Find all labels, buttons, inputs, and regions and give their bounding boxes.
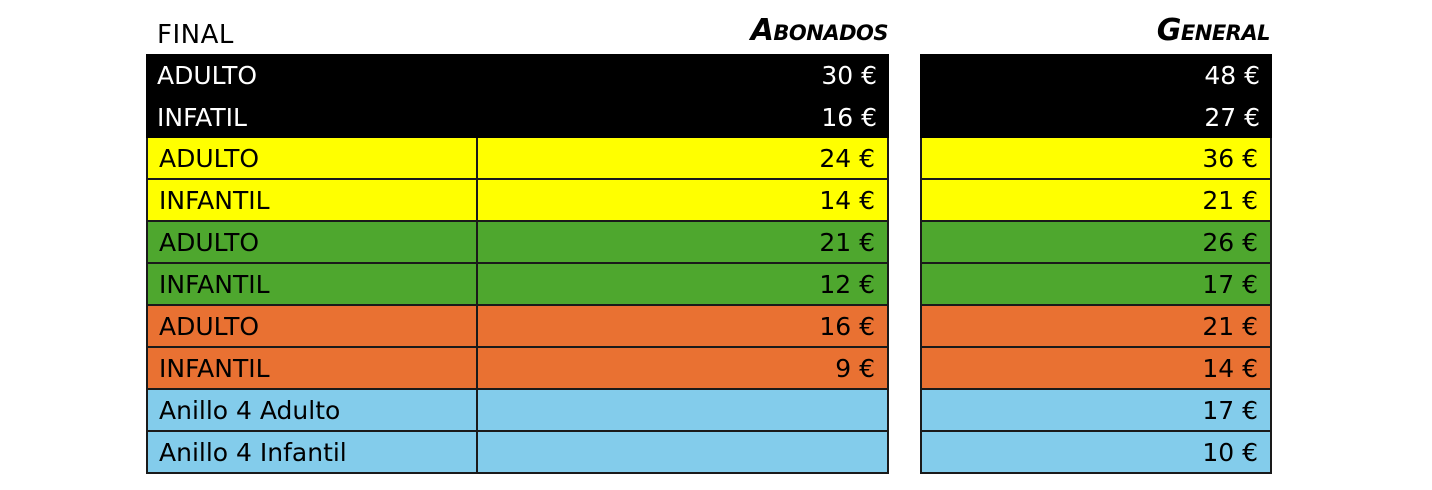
row-label: INFANTIL xyxy=(146,180,478,222)
table-row: 14 € xyxy=(920,348,1272,390)
general-price: 21 € xyxy=(920,306,1272,348)
general-price-table: 48 € 27 € 36 € 21 € 26 € 17 € 21 € 14 € … xyxy=(920,54,1272,474)
table-row: ADULTO 21 € xyxy=(146,222,889,264)
table-row: 21 € xyxy=(920,306,1272,348)
column-header-general: General xyxy=(1156,13,1271,48)
general-price: 26 € xyxy=(920,222,1272,264)
row-label: INFANTIL xyxy=(146,264,478,306)
table-row: ADULTO 24 € xyxy=(146,138,889,180)
row-label: ADULTO xyxy=(146,138,478,180)
abonados-price: 14 € xyxy=(478,180,889,222)
table-row: ADULTO 16 € xyxy=(146,306,889,348)
page-title: FINAL xyxy=(157,20,234,50)
general-price: 14 € xyxy=(920,348,1272,390)
table-row: 17 € xyxy=(920,390,1272,432)
column-header-abonados: Abonados xyxy=(750,13,889,48)
abonados-price: 9 € xyxy=(478,348,889,390)
row-label: ADULTO xyxy=(146,222,478,264)
abonados-price: 16 € xyxy=(478,306,889,348)
table-row: INFANTIL 9 € xyxy=(146,348,889,390)
row-label: Anillo 4 Infantil xyxy=(146,432,478,474)
abonados-price xyxy=(478,390,889,432)
table-row: Anillo 4 Adulto xyxy=(146,390,889,432)
table-row: 48 € xyxy=(920,54,1272,96)
table-row: ADULTO 30 € xyxy=(146,54,889,96)
general-price: 21 € xyxy=(920,180,1272,222)
row-label: ADULTO xyxy=(146,54,478,96)
general-price: 17 € xyxy=(920,390,1272,432)
table-row: 21 € xyxy=(920,180,1272,222)
general-price: 48 € xyxy=(920,54,1272,96)
table-row: 26 € xyxy=(920,222,1272,264)
table-row: 17 € xyxy=(920,264,1272,306)
row-label: INFATIL xyxy=(146,96,478,138)
general-price: 27 € xyxy=(920,96,1272,138)
row-label: INFANTIL xyxy=(146,348,478,390)
table-row: 10 € xyxy=(920,432,1272,474)
table-row: INFANTIL 14 € xyxy=(146,180,889,222)
table-row: INFATIL 16 € xyxy=(146,96,889,138)
table-row: 36 € xyxy=(920,138,1272,180)
general-price: 17 € xyxy=(920,264,1272,306)
abonados-price-table: ADULTO 30 € INFATIL 16 € ADULTO 24 € INF… xyxy=(146,54,889,474)
abonados-price: 24 € xyxy=(478,138,889,180)
abonados-price: 30 € xyxy=(478,54,889,96)
row-label: ADULTO xyxy=(146,306,478,348)
general-price: 10 € xyxy=(920,432,1272,474)
table-row: 27 € xyxy=(920,96,1272,138)
row-label: Anillo 4 Adulto xyxy=(146,390,478,432)
table-row: INFANTIL 12 € xyxy=(146,264,889,306)
general-price: 36 € xyxy=(920,138,1272,180)
abonados-price: 12 € xyxy=(478,264,889,306)
abonados-price xyxy=(478,432,889,474)
table-row: Anillo 4 Infantil xyxy=(146,432,889,474)
abonados-price: 21 € xyxy=(478,222,889,264)
abonados-price: 16 € xyxy=(478,96,889,138)
